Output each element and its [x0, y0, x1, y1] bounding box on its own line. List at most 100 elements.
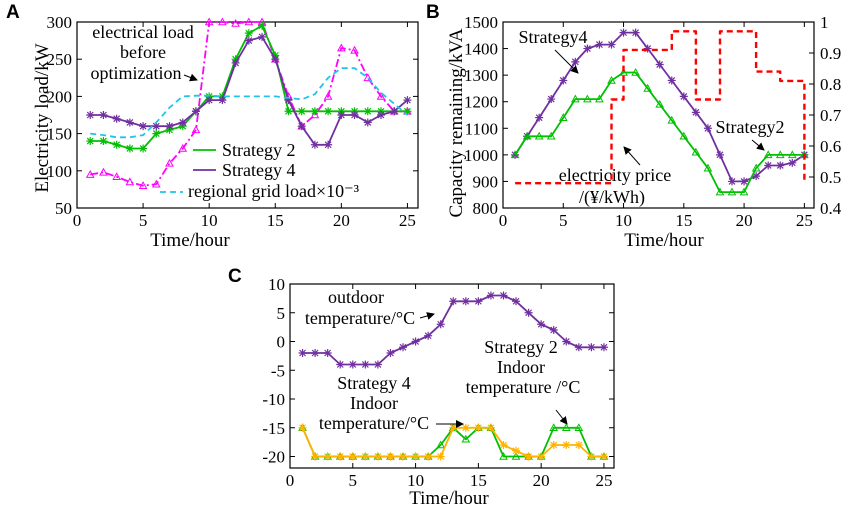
point-strategy-4-indoor-temperature-c	[361, 452, 370, 461]
point-strategy2	[643, 83, 653, 92]
point-outdoor-temperature-c	[537, 320, 546, 329]
panel-c-label: C	[228, 266, 242, 287]
point-strategy4	[703, 124, 712, 133]
y-tick-label: 1100	[465, 119, 498, 138]
point-strategy4	[764, 161, 773, 170]
point-strategy2	[715, 187, 725, 196]
point-strategy-2	[112, 140, 121, 149]
point-strategy-4	[205, 96, 214, 105]
panel-c-plot-area: 0 5 10 15 20 25 -20 -15 -10 -5 0 5 10	[262, 275, 615, 490]
point-electrical-load-before-optimization	[165, 158, 174, 167]
panel-c-axes-box	[289, 283, 615, 469]
panel-a-legend: Strategy 2 Strategy 4 regional grid load…	[160, 140, 360, 201]
point-outdoor-temperature-c	[549, 326, 558, 334]
legend-label-regional-grid-load: regional grid load×10⁻³	[188, 181, 360, 201]
point-strategy2	[667, 115, 677, 124]
point-electrical-load-before-optimization	[350, 45, 359, 54]
point-strategy-2	[258, 21, 267, 30]
point-strategy-4	[139, 122, 148, 131]
point-strategy4	[691, 108, 700, 117]
point-strategy4	[715, 150, 724, 159]
point-strategy-4-indoor-temperature-c	[474, 423, 483, 432]
point-strategy4	[535, 113, 544, 122]
legend-label-strategy-4: Strategy 4	[222, 160, 296, 180]
point-strategy-4-indoor-temperature-c	[461, 423, 470, 432]
point-electrical-load-before-optimization	[204, 17, 214, 26]
y-tick-label: -5	[271, 361, 285, 380]
point-electrical-load-before-optimization	[125, 177, 135, 186]
point-strategy-4-indoor-temperature-c	[436, 452, 445, 461]
legend-label-strategy-2: Strategy 2	[222, 140, 296, 160]
point-strategy4	[643, 44, 652, 53]
x-tick-label: 0	[286, 471, 295, 490]
point-strategy2	[607, 75, 616, 84]
point-strategy2	[739, 187, 749, 196]
point-strategy-4	[218, 96, 227, 105]
point-strategy4	[631, 28, 640, 37]
point-strategy-2-indoor-temperature-c	[436, 440, 446, 449]
point-strategy-4	[125, 118, 134, 127]
point-outdoor-temperature-c	[599, 343, 608, 352]
point-strategy-4-indoor-temperature-c	[486, 423, 495, 432]
y-tick-label: 100	[47, 162, 73, 181]
point-strategy-2	[297, 107, 306, 116]
panel-b-arrow-strategy4	[554, 49, 579, 74]
point-strategy-4-indoor-temperature-c	[512, 446, 521, 455]
point-strategy-4	[324, 140, 333, 149]
y2-tick-label: 0.6	[820, 137, 841, 156]
series-line-strategy2	[514, 71, 805, 194]
point-strategy-4	[152, 122, 161, 131]
point-electrical-load-before-optimization	[112, 172, 122, 181]
panel-a-y-axis-label: Electricity load/kW	[32, 43, 53, 192]
point-strategy2	[583, 94, 592, 103]
x-tick-label: 25	[399, 211, 416, 230]
x-tick-label: 0	[499, 211, 508, 230]
panel-b-label: B	[426, 2, 440, 23]
point-outdoor-temperature-c	[411, 337, 420, 346]
point-strategy4	[655, 60, 664, 69]
y-tick-label: 0	[277, 333, 286, 352]
panel-a-annotation-arrow	[183, 73, 198, 82]
point-strategy-4-indoor-temperature-c	[574, 441, 583, 449]
point-strategy-4-indoor-temperature-c	[298, 423, 307, 432]
point-strategy-4-indoor-temperature-c	[499, 441, 508, 449]
panel-c-arrow-s2	[555, 409, 568, 425]
point-strategy-4-indoor-temperature-c	[386, 452, 395, 461]
point-strategy4	[667, 76, 676, 85]
series-line-electricity-price	[515, 30, 806, 185]
point-strategy-4	[337, 111, 346, 119]
x-tick-label: 10	[407, 471, 424, 490]
x-tick-label: 0	[73, 211, 82, 230]
point-strategy-4-indoor-temperature-c	[524, 452, 533, 461]
point-strategy-2	[244, 29, 253, 38]
point-outdoor-temperature-c	[323, 349, 332, 357]
point-strategy-4	[271, 55, 280, 64]
point-strategy-4	[284, 96, 293, 105]
point-electrical-load-before-optimization	[99, 167, 108, 176]
x-tick-label: 15	[470, 471, 487, 490]
panel-c-arrow-outdoor	[419, 312, 435, 320]
panel-b-annotation-strategy2: Strategy2	[716, 117, 785, 137]
y-tick-label: 10	[268, 275, 285, 294]
point-strategy4	[679, 92, 688, 101]
point-electrical-load-before-optimization	[151, 179, 161, 188]
point-strategy-2-indoor-temperature-c	[574, 423, 584, 432]
point-outdoor-temperature-c	[386, 349, 395, 357]
point-outdoor-temperature-c	[311, 349, 320, 357]
point-strategy2	[691, 147, 701, 156]
panel-b-arrow-price	[623, 146, 641, 166]
point-strategy-4	[112, 114, 121, 123]
point-outdoor-temperature-c	[512, 297, 521, 306]
point-strategy-4	[86, 111, 95, 119]
y2-tick-label: 0.8	[820, 75, 841, 94]
point-outdoor-temperature-c	[298, 349, 307, 357]
point-strategy4	[788, 158, 797, 167]
point-strategy4	[776, 161, 785, 170]
point-strategy-4	[191, 107, 200, 116]
point-outdoor-temperature-c	[424, 331, 433, 340]
y-tick-label: 200	[47, 87, 73, 106]
point-strategy2	[619, 67, 628, 76]
point-outdoor-temperature-c	[348, 360, 357, 369]
panel-a-annotation-line-2: before	[120, 42, 166, 62]
y-tick-label: 5	[277, 304, 286, 323]
